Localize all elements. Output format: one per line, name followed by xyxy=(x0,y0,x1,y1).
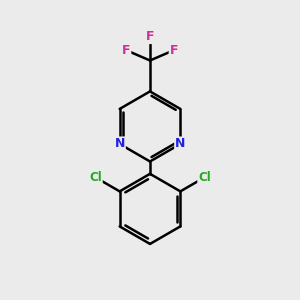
Text: F: F xyxy=(170,44,178,57)
Text: N: N xyxy=(115,137,125,151)
Text: N: N xyxy=(175,137,185,151)
Text: Cl: Cl xyxy=(89,171,102,184)
Text: F: F xyxy=(146,30,154,43)
Text: Cl: Cl xyxy=(198,171,211,184)
Text: F: F xyxy=(122,44,130,57)
